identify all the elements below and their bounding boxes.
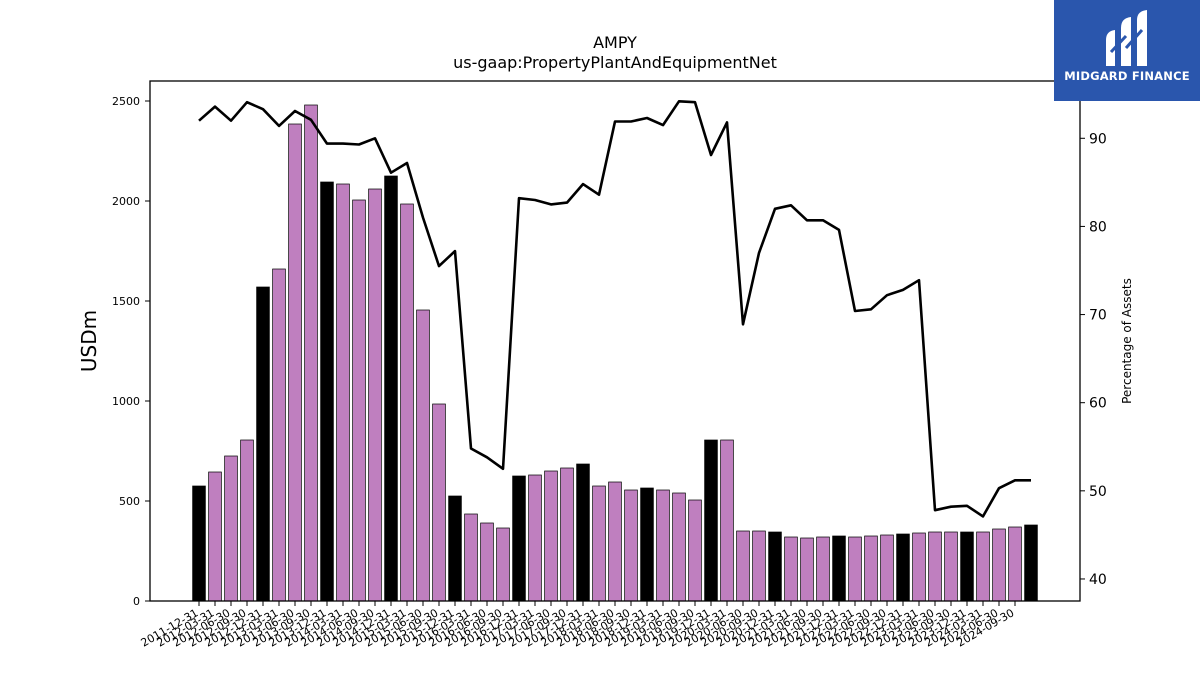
- bar: [912, 532, 926, 602]
- bar: [368, 188, 382, 602]
- y-tick-label: 1500: [112, 295, 140, 308]
- y-axis-label: USDm: [77, 310, 101, 372]
- bar: [496, 527, 510, 602]
- y2-tick-label: 60: [1089, 396, 1107, 412]
- midgard-finance-logo: MIDGARD FINANCE: [1054, 0, 1200, 101]
- bar: [816, 536, 830, 602]
- y2-tick-label: 90: [1089, 131, 1107, 147]
- bar: [928, 531, 942, 602]
- bar: [464, 513, 478, 602]
- bar: [896, 533, 910, 602]
- bar: [352, 199, 366, 602]
- bar: [736, 530, 750, 602]
- bar: [752, 530, 766, 602]
- bar: [960, 531, 974, 602]
- chart-subtitle: us-gaap:PropertyPlantAndEquipmentNet: [453, 53, 777, 72]
- bar: [624, 489, 638, 602]
- bar: [384, 175, 398, 602]
- bar: [720, 439, 734, 602]
- y2-tick-label: 40: [1089, 572, 1107, 588]
- bar: [864, 535, 878, 602]
- y2-axis-label: Percentage of Assets: [1120, 278, 1134, 404]
- bar: [880, 534, 894, 602]
- bar: [400, 203, 414, 602]
- bar: [992, 528, 1006, 602]
- bar: [480, 522, 494, 602]
- bar: [544, 470, 558, 602]
- bar: [448, 495, 462, 602]
- left-axis: 0 500 1000 1500 2000 2500: [112, 95, 150, 608]
- bar-series: [192, 104, 1038, 602]
- bar: [832, 535, 846, 602]
- bar: [576, 463, 590, 602]
- bar: [304, 104, 318, 602]
- bar: [560, 467, 574, 602]
- bar: [592, 485, 606, 602]
- bar: [976, 531, 990, 602]
- bar: [688, 499, 702, 602]
- bar: [288, 123, 302, 602]
- bar: [432, 403, 446, 602]
- bar: [192, 485, 206, 602]
- bar: [528, 474, 542, 602]
- bar: [656, 489, 670, 602]
- y-tick-label: 2500: [112, 95, 140, 108]
- bar: [784, 536, 798, 602]
- right-axis: 40 50 60 70 80 90: [1080, 131, 1107, 588]
- x-axis: 2011-12-312012-03-312012-06-302012-09-30…: [139, 601, 1017, 650]
- bar: [800, 537, 814, 602]
- y-tick-label: 1000: [112, 395, 140, 408]
- bar: [224, 455, 238, 602]
- bar: [256, 286, 270, 602]
- bar: [640, 487, 654, 602]
- percentage-line: [198, 100, 1031, 518]
- bar: [416, 309, 430, 602]
- bar: [944, 531, 958, 602]
- y2-tick-label: 70: [1089, 308, 1107, 324]
- bar: [240, 439, 254, 602]
- line-series: [198, 100, 1031, 518]
- y-tick-label: 0: [133, 595, 140, 608]
- y2-tick-label: 80: [1089, 219, 1107, 235]
- logo-mark-icon: [1106, 10, 1147, 66]
- bar: [768, 531, 782, 602]
- bar: [320, 181, 334, 602]
- bar: [608, 481, 622, 602]
- bar: [512, 475, 526, 602]
- bar: [272, 268, 286, 602]
- y-tick-label: 2000: [112, 195, 140, 208]
- chart-title: AMPY: [593, 33, 637, 52]
- bar: [336, 183, 350, 602]
- bar: [1024, 524, 1038, 602]
- bar: [672, 492, 686, 602]
- bar: [208, 471, 222, 602]
- bar: [848, 536, 862, 602]
- y-tick-label: 500: [119, 495, 140, 508]
- bar: [704, 439, 718, 602]
- bar: [1008, 526, 1022, 602]
- logo-text: MIDGARD FINANCE: [1064, 69, 1190, 83]
- y2-tick-label: 50: [1089, 484, 1107, 500]
